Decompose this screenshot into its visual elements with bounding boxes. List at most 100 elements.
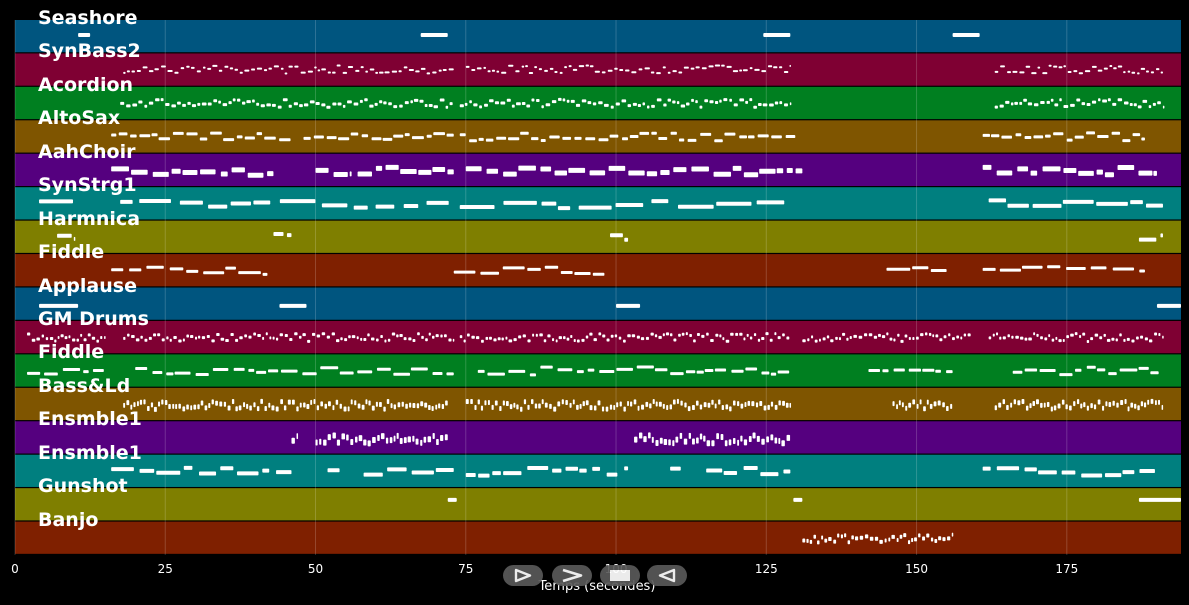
note (336, 339, 340, 343)
note (737, 439, 740, 446)
note (773, 66, 778, 69)
play-button[interactable] (503, 565, 543, 586)
stop-button[interactable] (600, 565, 640, 586)
note (1090, 403, 1093, 409)
track-label: Ensmble1 (38, 408, 142, 431)
note (396, 334, 399, 338)
note (420, 439, 423, 446)
note (323, 439, 327, 446)
note (445, 400, 448, 406)
note (745, 367, 758, 371)
note (253, 332, 256, 336)
note (140, 335, 143, 339)
note (614, 67, 618, 70)
note (1042, 166, 1061, 172)
note (459, 133, 466, 137)
note (838, 337, 841, 341)
track-lane (15, 53, 1181, 86)
note (707, 402, 711, 408)
note (321, 68, 326, 71)
note (952, 33, 980, 38)
track-lane (15, 187, 1181, 220)
note (888, 537, 891, 542)
note (687, 406, 691, 412)
note (223, 138, 235, 142)
note (154, 68, 159, 71)
note (1096, 169, 1103, 175)
note (789, 402, 792, 408)
note (500, 101, 506, 105)
note (411, 136, 424, 140)
note (139, 134, 151, 138)
note (156, 470, 181, 475)
note (729, 406, 732, 412)
note (1073, 401, 1076, 407)
note (1036, 333, 1039, 337)
note (234, 68, 238, 71)
note (135, 338, 140, 342)
note (432, 335, 435, 339)
note (1086, 103, 1091, 107)
note (642, 102, 646, 106)
note (337, 102, 342, 106)
note (935, 369, 941, 373)
note (474, 404, 477, 410)
note (1117, 165, 1135, 171)
note (309, 100, 315, 104)
note (527, 465, 549, 470)
note (656, 98, 662, 102)
note (811, 335, 814, 339)
note (449, 102, 453, 106)
note (879, 539, 883, 544)
note (774, 101, 779, 105)
note (552, 468, 562, 473)
note (904, 334, 908, 338)
note (1001, 135, 1012, 139)
note (273, 231, 284, 236)
note (718, 399, 721, 405)
note (247, 172, 264, 178)
note (990, 134, 1000, 138)
note (416, 403, 420, 409)
rewind-button[interactable] (647, 565, 687, 586)
note (1131, 71, 1136, 74)
note (144, 104, 148, 108)
note (1139, 469, 1155, 474)
track-lane (15, 220, 1181, 253)
note (92, 368, 104, 372)
note (353, 102, 359, 106)
note (996, 332, 999, 336)
note (435, 334, 439, 338)
note (180, 67, 185, 70)
note (487, 372, 505, 376)
note (578, 65, 585, 68)
note (172, 131, 184, 135)
forward-button[interactable] (552, 565, 592, 586)
note (744, 402, 747, 408)
note (1111, 131, 1121, 135)
note (737, 401, 740, 407)
note (446, 372, 454, 376)
note (932, 334, 935, 338)
note (704, 99, 709, 103)
note (222, 103, 228, 107)
note (835, 336, 838, 340)
note (361, 134, 369, 138)
note (294, 332, 298, 336)
note (491, 69, 496, 72)
note (1091, 100, 1097, 104)
note (332, 432, 336, 439)
note (314, 66, 317, 69)
note (444, 434, 448, 441)
note (399, 437, 403, 444)
note (547, 334, 551, 338)
note (1157, 101, 1161, 105)
note (1015, 133, 1022, 137)
note (355, 69, 360, 72)
note (268, 369, 279, 373)
note (522, 334, 526, 338)
note (326, 335, 330, 339)
note (501, 71, 507, 74)
note (471, 335, 475, 339)
